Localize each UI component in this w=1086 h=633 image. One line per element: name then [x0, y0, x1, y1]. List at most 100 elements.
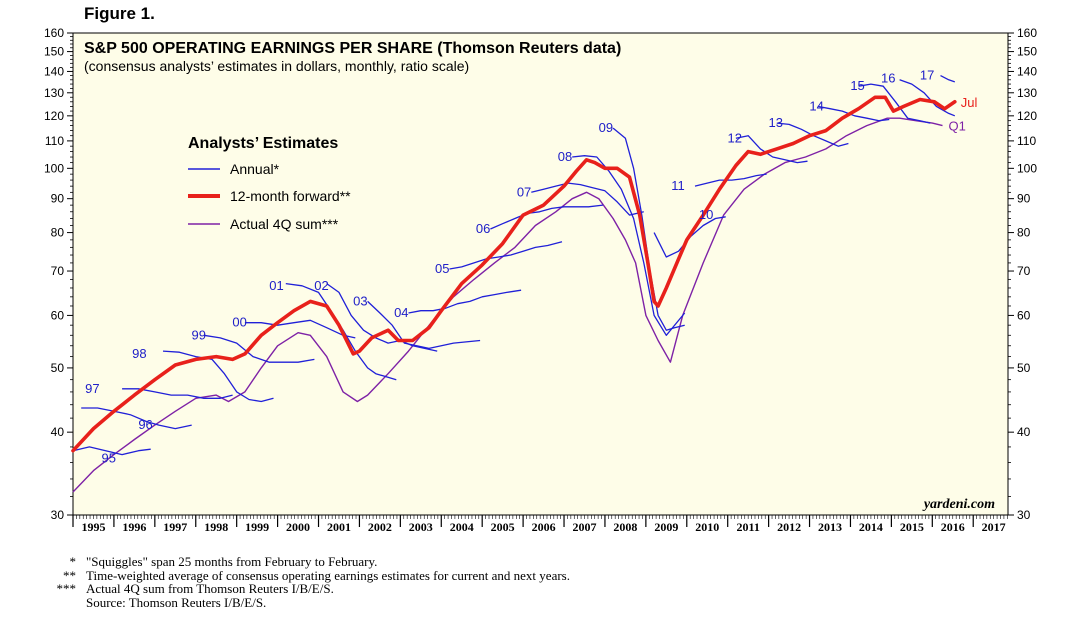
- annual-label: 11: [671, 178, 685, 193]
- y-tick-label-right: 110: [1017, 134, 1036, 148]
- footnotes: * "Squiggles" span 25 months from Februar…: [40, 555, 570, 609]
- footnote-mark: **: [63, 567, 76, 583]
- series-annual-15: [858, 83, 931, 124]
- annual-label: 00: [232, 315, 246, 330]
- y-tick-label-right: 120: [1017, 109, 1037, 123]
- x-tick-label: 2007: [572, 520, 596, 534]
- annual-label: 04: [394, 305, 408, 320]
- series-annual-11: [694, 173, 767, 187]
- y-tick-label-right: 60: [1017, 308, 1031, 322]
- x-tick-label: 2002: [368, 520, 392, 534]
- footnote-mark: *: [69, 554, 77, 569]
- y-tick-label-right: 70: [1017, 264, 1031, 278]
- x-tick-label: 2005: [491, 520, 515, 534]
- annual-label: 02: [314, 278, 328, 293]
- footnote-row: *** Actual 4Q sum from Thomson Reuters I/…: [40, 582, 570, 596]
- footnote-text: Source: Thomson Reuters I/B/E/S.: [86, 594, 267, 610]
- legend-label-annual: Annual*: [230, 161, 280, 177]
- annual-label: 06: [476, 221, 490, 236]
- y-tick-label-left: 120: [44, 109, 64, 123]
- x-tick-label: 2011: [736, 520, 759, 534]
- annual-label: 09: [599, 120, 613, 135]
- annual-label: 95: [101, 451, 115, 466]
- y-tick-label-right: 30: [1017, 508, 1031, 522]
- legend-label-forward: 12-month forward**: [230, 188, 351, 204]
- x-tick-label: 1998: [204, 520, 228, 534]
- y-tick-label-right: 90: [1017, 192, 1031, 206]
- annual-label: 99: [192, 327, 206, 342]
- y-tick-label-left: 140: [44, 64, 64, 78]
- x-tick-label: 2008: [613, 520, 637, 534]
- annual-label: 96: [138, 417, 152, 432]
- x-tick-label: 1997: [163, 520, 187, 534]
- x-tick-label: 2016: [941, 520, 965, 534]
- series-annual-08: [572, 155, 686, 336]
- x-tick-label: 2010: [695, 520, 719, 534]
- annual-label: 16: [881, 71, 895, 86]
- y-tick-label-right: 160: [1017, 26, 1037, 40]
- x-tick-label: 1999: [245, 520, 269, 534]
- series-annual-95: [72, 446, 151, 456]
- footnote-text: "Squiggles" span 25 months from February…: [86, 554, 378, 569]
- annual-label: 07: [517, 184, 531, 199]
- series-annual-00: [244, 319, 356, 339]
- x-tick-label: 1996: [122, 520, 146, 534]
- series-annual-14: [817, 105, 890, 122]
- y-tick-label-right: 150: [1017, 45, 1037, 59]
- x-tick-label: 2012: [777, 520, 801, 534]
- annual-label: 03: [353, 293, 367, 308]
- series-annual-96: [81, 407, 192, 430]
- legend-title: Analysts’ Estimates: [188, 135, 338, 152]
- annual-label: 13: [768, 115, 782, 130]
- y-tick-label-left: 90: [51, 192, 65, 206]
- plot-background: [72, 32, 1009, 516]
- y-tick-label-left: 40: [51, 425, 65, 439]
- annual-label: 14: [809, 98, 823, 113]
- footnote-mark: [40, 596, 86, 610]
- x-tick-label: 2000: [286, 520, 310, 534]
- x-tick-label: 2003: [409, 520, 433, 534]
- x-tick-label: 1995: [81, 520, 105, 534]
- series-annual-99: [203, 334, 315, 363]
- y-tick-label-right: 40: [1017, 425, 1031, 439]
- series-annual-03: [367, 300, 481, 350]
- x-tick-label: 2004: [450, 520, 474, 534]
- footnote-row: ** Time-weighted average of consensus ope…: [40, 567, 570, 583]
- y-tick-label-left: 160: [44, 26, 64, 40]
- annual-label: 12: [728, 130, 742, 145]
- series-layer: [71, 75, 957, 493]
- x-tick-label: 2015: [900, 520, 924, 534]
- annual-label: 10: [699, 207, 713, 222]
- y-tick-label-left: 60: [51, 308, 65, 322]
- annual-label: 05: [435, 261, 449, 276]
- y-tick-label-left: 100: [44, 161, 64, 175]
- series-actual-line: [72, 117, 943, 493]
- chart-title: S&P 500 OPERATING EARNINGS PER SHARE (Th…: [84, 40, 621, 57]
- y-tick-label-left: 50: [51, 361, 65, 375]
- y-tick-label-right: 140: [1017, 64, 1037, 78]
- footnote-row: Source: Thomson Reuters I/B/E/S.: [40, 594, 570, 610]
- y-tick-label-left: 70: [51, 264, 65, 278]
- watermark: yardeni.com: [922, 497, 995, 512]
- chart-subtitle: (consensus analysts’ estimates in dollar…: [84, 58, 469, 74]
- figure-label: Figure 1.: [84, 4, 155, 23]
- x-tick-label: 2013: [818, 520, 842, 534]
- series-annual-04: [408, 289, 522, 314]
- y-tick-label-left: 30: [51, 508, 65, 522]
- footnote-mark: ***: [56, 581, 77, 596]
- series-annual-05: [449, 241, 563, 270]
- y-tick-label-left: 150: [44, 45, 64, 59]
- y-tick-label-right: 130: [1017, 86, 1037, 100]
- end-label: Jul: [961, 95, 978, 110]
- x-tick-label: 2009: [654, 520, 678, 534]
- x-tick-label: 2014: [859, 520, 883, 534]
- y-tick-label-left: 110: [45, 134, 64, 148]
- annual-label: 08: [558, 149, 572, 164]
- annual-label: 97: [85, 381, 99, 396]
- x-tick-label: 2006: [532, 520, 556, 534]
- footnote-text: Time-weighted average of consensus opera…: [86, 567, 570, 583]
- annual-label: 01: [269, 278, 283, 293]
- x-tick-label: 2017: [982, 520, 1006, 534]
